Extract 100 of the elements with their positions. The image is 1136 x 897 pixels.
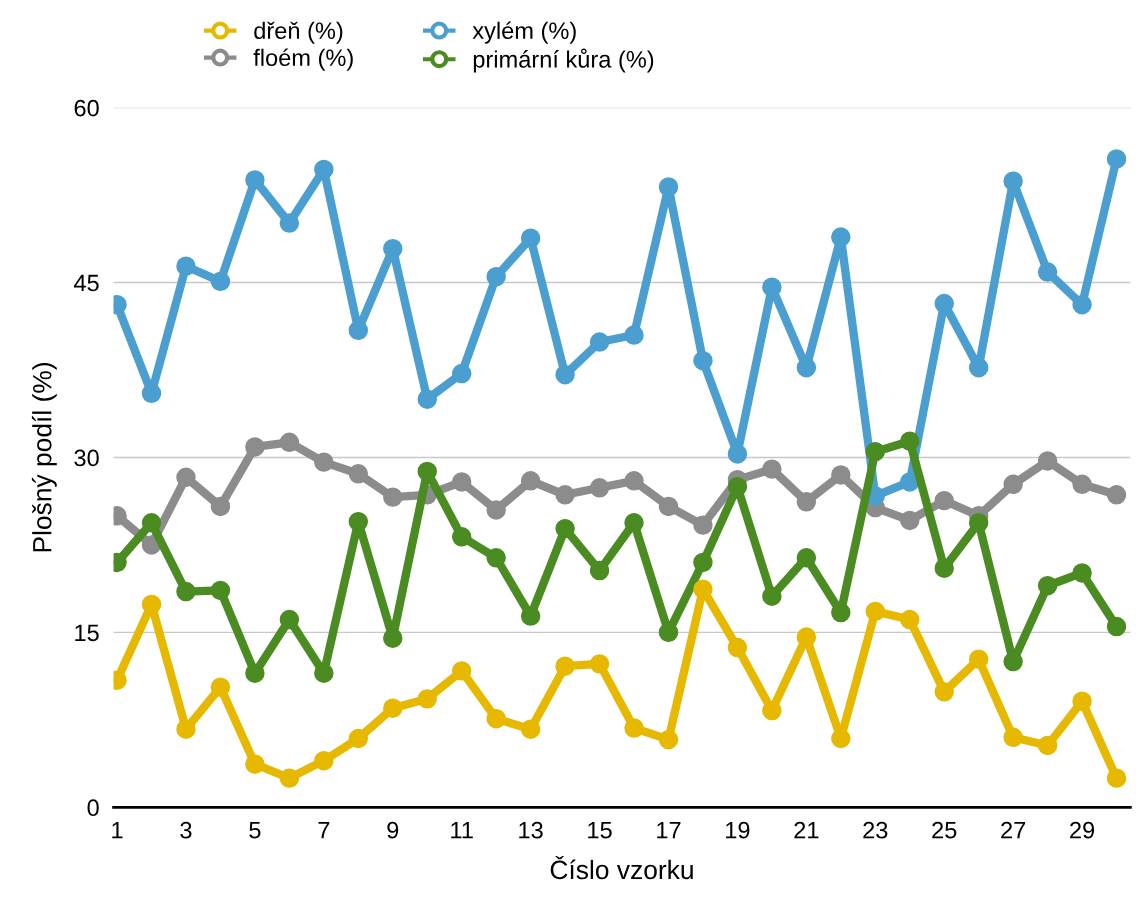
x-tick-label: 5 <box>249 822 261 839</box>
x-tick-label: 19 <box>726 821 750 839</box>
point <box>383 628 403 648</box>
point <box>245 663 265 683</box>
y-tick-label: 30 <box>74 449 99 467</box>
point <box>486 500 506 520</box>
point <box>486 548 506 568</box>
point <box>279 213 300 233</box>
point <box>1106 485 1127 505</box>
point <box>796 548 817 568</box>
point <box>314 159 334 180</box>
point <box>762 700 782 721</box>
point <box>762 277 782 297</box>
point <box>141 383 162 404</box>
point <box>1106 149 1127 169</box>
point <box>658 729 679 750</box>
point <box>348 728 369 749</box>
point <box>589 332 610 352</box>
point <box>796 357 817 378</box>
point <box>1037 451 1058 471</box>
point <box>176 719 196 739</box>
x-tick-label: 7 <box>318 822 330 839</box>
point <box>1037 576 1058 596</box>
legend-label: dřeň (%) <box>254 21 343 44</box>
point <box>520 719 541 739</box>
point <box>693 552 713 573</box>
point <box>451 472 472 492</box>
legend-label: floém (%) <box>253 48 353 71</box>
point <box>1003 474 1023 495</box>
point <box>314 452 334 472</box>
point <box>1106 616 1127 637</box>
point <box>968 357 989 378</box>
y-tick-label: 45 <box>73 274 99 292</box>
x-tick-label: 29 <box>1070 821 1095 839</box>
point <box>314 663 334 683</box>
x-tick-label: 3 <box>180 821 192 839</box>
x-axis-title: Číslo vzorku <box>550 855 693 880</box>
point <box>520 228 541 248</box>
point <box>451 661 472 681</box>
point <box>1003 171 1023 191</box>
point <box>1072 474 1092 495</box>
point <box>1003 727 1023 748</box>
point <box>383 239 403 259</box>
x-tick-label: 25 <box>932 821 957 839</box>
point <box>693 579 713 599</box>
point <box>245 754 265 774</box>
x-tick-label: 21 <box>794 821 819 839</box>
point <box>245 170 265 190</box>
point <box>831 602 851 623</box>
y-axis-title: Plošný podíl (%) <box>31 363 57 552</box>
point <box>555 364 575 385</box>
x-tick-label: 13 <box>519 821 543 839</box>
x-tick-label: 17 <box>657 822 681 839</box>
point <box>934 293 954 314</box>
point <box>1106 768 1127 788</box>
point <box>934 490 954 511</box>
point <box>486 708 506 729</box>
point <box>555 518 575 539</box>
point <box>141 594 162 615</box>
point <box>727 476 748 497</box>
legend-label: xylém (%) <box>472 21 576 44</box>
point <box>520 606 541 626</box>
point <box>383 698 403 718</box>
point <box>417 389 437 409</box>
point <box>658 496 679 517</box>
point <box>658 622 679 643</box>
point <box>900 510 920 531</box>
point <box>693 350 713 371</box>
y-tick-label: 15 <box>75 624 99 642</box>
x-tick-label: 1 <box>112 822 123 839</box>
point <box>451 527 472 547</box>
x-tick-label: 11 <box>451 822 473 839</box>
point <box>348 320 369 341</box>
point <box>348 511 369 532</box>
point <box>831 728 851 749</box>
point <box>589 560 610 581</box>
point <box>1037 735 1058 756</box>
point <box>520 471 541 491</box>
point <box>279 432 300 453</box>
point <box>417 461 437 482</box>
point <box>968 513 989 533</box>
point <box>900 431 920 451</box>
point <box>555 656 575 676</box>
point <box>210 271 231 292</box>
point <box>1072 563 1092 583</box>
point <box>589 478 610 498</box>
point <box>383 487 403 507</box>
point <box>624 718 644 738</box>
point <box>831 465 851 485</box>
x-tick-label: 9 <box>387 821 399 839</box>
point <box>1037 262 1058 282</box>
point <box>589 654 610 674</box>
point <box>865 601 886 622</box>
x-tick-label: 23 <box>863 821 888 839</box>
point <box>727 444 748 464</box>
point <box>934 682 954 702</box>
point <box>865 441 886 462</box>
legend-label: primární kůra (%) <box>473 48 654 73</box>
point <box>624 471 644 491</box>
point <box>762 586 782 606</box>
